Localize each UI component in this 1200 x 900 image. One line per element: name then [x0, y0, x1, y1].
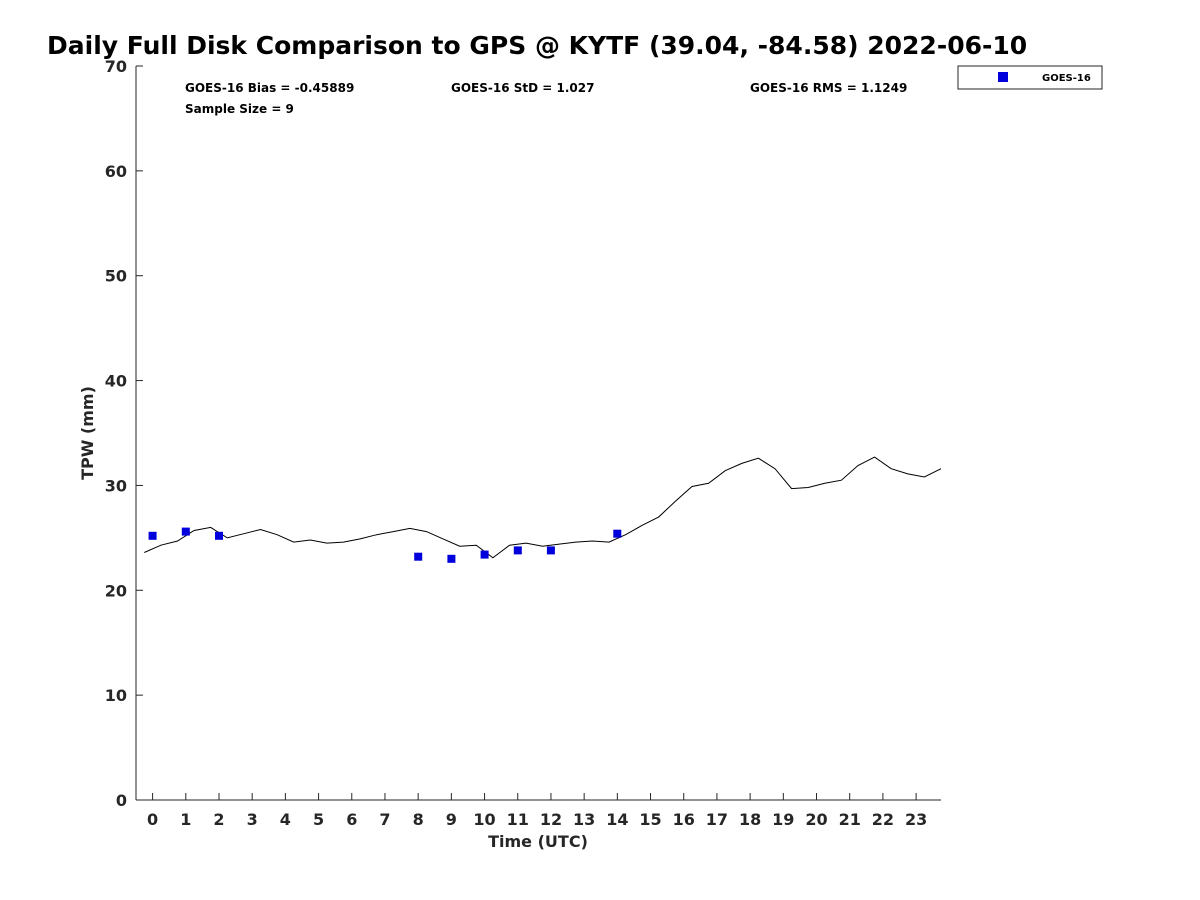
x-axis-label: Time (UTC) [488, 832, 588, 851]
x-tick-label: 11 [507, 810, 529, 829]
y-tick-label: 20 [105, 581, 127, 600]
y-axis-label: TPW (mm) [78, 386, 97, 480]
legend-marker-goes16 [998, 72, 1008, 82]
x-tick-label: 19 [772, 810, 794, 829]
chart-title: Daily Full Disk Comparison to GPS @ KYTF… [47, 31, 1027, 60]
stat-rms: GOES-16 RMS = 1.1249 [750, 81, 907, 95]
x-tick-label: 20 [805, 810, 827, 829]
goes16-data-point [215, 531, 223, 540]
x-tick-label: 6 [346, 810, 357, 829]
goes16-scatter-series [148, 527, 622, 563]
goes16-data-point [546, 546, 555, 555]
plot-axes [135, 66, 941, 801]
legend-label-goes16: GOES-16 [1042, 73, 1091, 84]
x-tick-label: 15 [639, 810, 661, 829]
x-tick-label: 3 [247, 810, 258, 829]
y-tick-label: 30 [105, 476, 127, 495]
x-tick-label: 21 [839, 810, 861, 829]
legend-box [957, 65, 1103, 90]
x-tick-label: 7 [379, 810, 390, 829]
x-tick-label: 13 [573, 810, 595, 829]
x-tick-label: 9 [446, 810, 457, 829]
goes16-data-point [181, 527, 190, 536]
x-tick-label: 10 [473, 810, 495, 829]
y-tick-label: 10 [105, 686, 127, 705]
legend: GOES-16 [957, 65, 1103, 90]
goes16-data-point [513, 546, 522, 555]
x-tick-label: 2 [213, 810, 224, 829]
x-tick-label: 0 [147, 810, 158, 829]
stat-bias: GOES-16 Bias = -0.45889 [185, 81, 354, 95]
goes16-data-point [447, 554, 456, 563]
y-tick-label: 70 [105, 57, 127, 76]
stat-sample-size: Sample Size = 9 [185, 102, 294, 116]
x-tick-label: 4 [280, 810, 291, 829]
goes16-data-point [480, 550, 489, 559]
y-tick-label: 40 [105, 372, 127, 391]
gps-tpw-line [144, 456, 942, 559]
x-tick-label: 17 [706, 810, 728, 829]
x-tick-label: 18 [739, 810, 761, 829]
gps-line-series [144, 456, 942, 559]
goes16-data-point [148, 531, 157, 540]
goes16-data-point [414, 552, 423, 561]
x-tick-label: 5 [313, 810, 324, 829]
x-tick-group: 0 1 2 3 4 5 6 7 8 9 10 11 12 13 14 15 16 17 18 19 20 21 22 23 [147, 793, 927, 829]
x-tick-label: 1 [180, 810, 191, 829]
x-tick-label: 8 [413, 810, 424, 829]
x-tick-label: 23 [905, 810, 927, 829]
x-tick-label: 16 [673, 810, 695, 829]
y-tick-label: 50 [105, 267, 127, 286]
stat-std: GOES-16 StD = 1.027 [451, 81, 594, 95]
x-tick-label: 14 [606, 810, 628, 829]
y-tick-label: 0 [116, 791, 127, 810]
x-tick-label: 22 [872, 810, 894, 829]
x-tick-label: 12 [540, 810, 562, 829]
goes16-data-point [613, 529, 622, 538]
y-tick-label: 60 [105, 162, 127, 181]
y-tick-group: 0 10 20 30 40 50 60 70 [105, 57, 143, 810]
